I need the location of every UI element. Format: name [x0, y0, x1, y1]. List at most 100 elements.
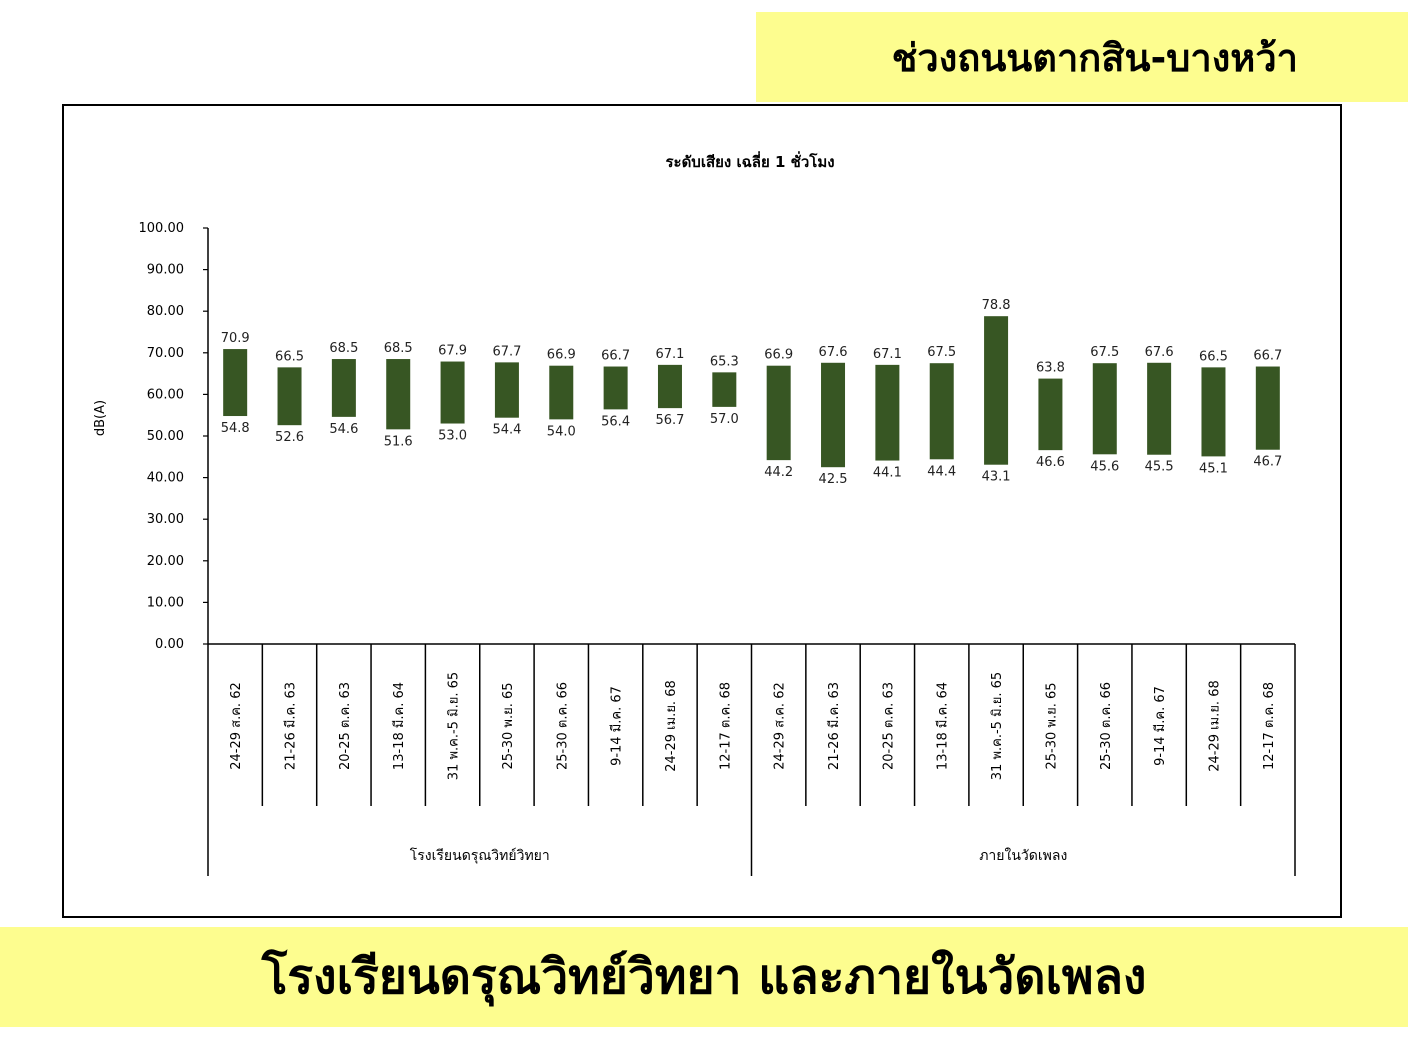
data-label-min: 44.4	[927, 464, 956, 479]
data-label-max: 67.6	[819, 345, 848, 360]
data-label-max: 66.7	[1253, 349, 1282, 364]
x-tick-label: 24-29 เม.ย. 68	[664, 680, 679, 771]
range-bar	[223, 349, 248, 417]
range-bar	[712, 372, 737, 407]
y-tick-label: 40.00	[147, 471, 184, 486]
x-tick-label: 25-30 ต.ค. 66	[555, 682, 570, 770]
range-bar	[1255, 366, 1280, 450]
header-banner: ช่วงถนนตากสิน-บางหว้า	[756, 12, 1408, 102]
data-label-max: 66.5	[1199, 349, 1228, 364]
y-tick-label: 70.00	[147, 346, 184, 361]
header-title: ช่วงถนนตากสิน-บางหว้า	[891, 35, 1298, 80]
range-bar	[1038, 378, 1063, 451]
data-label-max: 67.1	[873, 347, 902, 362]
footer-banner: โรงเรียนดรุณวิทย์วิทยา และภายในวัดเพลง	[0, 927, 1408, 1027]
plot-area: 0.00 10.00 20.00 30.00 40.00 50.00 60.00 70.00 8…	[139, 221, 1296, 876]
footer-title: โรงเรียนดรุณวิทย์วิทยา และภายในวัดเพลง	[261, 949, 1147, 1005]
data-label-min: 45.1	[1199, 461, 1228, 476]
x-tick-label: 21-26 มี.ค. 63	[826, 682, 842, 770]
range-bar	[766, 365, 791, 461]
range-bar	[494, 362, 519, 418]
chart-title: ระดับเสียง เฉลี่ย 1 ชั่วโมง	[665, 151, 834, 171]
range-bar	[603, 366, 628, 410]
x-tick-label: 31 พ.ค.-5 มิ.ย. 65	[990, 672, 1005, 780]
range-bar	[1201, 367, 1226, 457]
x-tick-label: 12-17 ต.ค. 68	[718, 682, 733, 770]
range-bar	[440, 361, 465, 424]
x-tick-label: 20-25 ต.ค. 63	[338, 682, 353, 770]
range-bar	[386, 359, 411, 430]
data-label-max: 66.9	[547, 348, 576, 363]
range-bar	[331, 359, 356, 417]
data-label-min: 43.1	[982, 470, 1011, 485]
data-label-min: 57.0	[710, 412, 739, 427]
y-tick-label: 100.00	[139, 221, 185, 236]
range-bar	[821, 362, 846, 468]
x-tick-label: 20-25 ต.ค. 63	[881, 682, 896, 770]
group-label: ภายในวัดเพลง	[979, 847, 1067, 864]
range-bar	[1092, 363, 1117, 455]
data-label-max: 67.5	[927, 345, 956, 360]
x-tick-label: 13-18 มี.ค. 64	[935, 682, 951, 770]
data-label-max: 63.8	[1036, 361, 1065, 376]
data-label-min: 44.1	[873, 466, 902, 481]
x-tick-label: 9-14 มี.ค. 67	[1152, 686, 1168, 766]
data-label-max: 67.5	[1090, 345, 1119, 360]
chart-frame: ระดับเสียง เฉลี่ย 1 ชั่วโมง dB(A) 0.00 10…	[62, 104, 1342, 918]
y-tick-label: 60.00	[147, 387, 184, 402]
data-label-max: 65.3	[710, 354, 739, 369]
data-label-min: 51.6	[384, 434, 413, 449]
x-tick-label: 31 พ.ค.-5 มิ.ย. 65	[447, 672, 462, 780]
data-label-min: 54.4	[492, 423, 521, 438]
data-label-max: 66.7	[601, 349, 630, 364]
range-bar	[657, 364, 682, 409]
range-bar	[875, 364, 900, 461]
x-tick-label: 25-30 พ.ย. 65	[1044, 682, 1059, 769]
y-tick-label: 10.00	[147, 595, 184, 610]
noise-level-chart: ระดับเสียง เฉลี่ย 1 ชั่วโมง dB(A) 0.00 10…	[93, 151, 1296, 876]
data-label-max: 78.8	[982, 298, 1011, 313]
data-label-max: 66.9	[764, 348, 793, 363]
data-label-max: 67.1	[655, 347, 684, 362]
data-label-min: 54.6	[329, 422, 358, 437]
data-label-min: 53.0	[438, 429, 467, 444]
data-label-min: 44.2	[764, 465, 793, 480]
y-axis-label: dB(A)	[93, 400, 108, 436]
y-tick-label: 50.00	[147, 429, 184, 444]
data-label-min: 45.6	[1090, 459, 1119, 474]
range-bar	[549, 365, 574, 420]
x-tick-label: 9-14 มี.ค. 67	[609, 686, 625, 766]
group-label: โรงเรียนดรุณวิทย์วิทยา	[410, 847, 550, 864]
y-tick-label: 0.00	[155, 637, 184, 652]
y-tick-label: 20.00	[147, 554, 184, 569]
data-label-max: 67.7	[492, 344, 521, 359]
data-label-max: 70.9	[221, 331, 250, 346]
x-tick-label: 24-29 ส.ค. 62	[229, 682, 244, 769]
range-bar	[1147, 362, 1172, 455]
data-label-min: 46.6	[1036, 455, 1065, 470]
data-label-min: 56.4	[601, 414, 630, 429]
x-tick-label: 21-26 มี.ค. 63	[283, 682, 299, 770]
data-label-max: 67.9	[438, 344, 467, 359]
data-label-max: 66.5	[275, 349, 304, 364]
x-tick-label: 13-18 มี.ค. 64	[391, 682, 407, 770]
range-bar	[984, 316, 1009, 465]
x-tick-label: 24-29 เม.ย. 68	[1207, 680, 1222, 771]
data-label-max: 68.5	[384, 341, 413, 356]
data-label-min: 45.5	[1145, 460, 1174, 475]
y-tick-label: 30.00	[147, 512, 184, 527]
data-label-min: 42.5	[819, 472, 848, 487]
x-tick-label: 12-17 ต.ค. 68	[1262, 682, 1277, 770]
x-tick-label: 25-30 ต.ค. 66	[1099, 682, 1114, 770]
x-tick-label: 24-29 ส.ค. 62	[773, 682, 788, 769]
data-label-max: 67.6	[1145, 345, 1174, 360]
data-label-max: 68.5	[329, 341, 358, 356]
range-bar	[277, 367, 302, 426]
data-label-min: 56.7	[655, 413, 684, 428]
data-label-min: 54.8	[221, 421, 250, 436]
data-label-min: 46.7	[1253, 455, 1282, 470]
y-tick-label: 80.00	[147, 304, 184, 319]
range-bar	[929, 363, 954, 460]
data-label-min: 52.6	[275, 430, 304, 445]
y-tick-label: 90.00	[147, 263, 184, 278]
